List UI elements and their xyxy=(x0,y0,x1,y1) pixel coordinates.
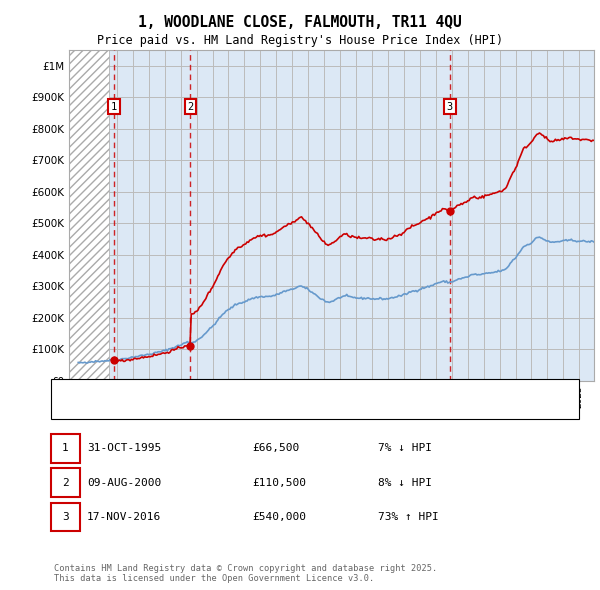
Text: Price paid vs. HM Land Registry's House Price Index (HPI): Price paid vs. HM Land Registry's House … xyxy=(97,34,503,47)
Text: Contains HM Land Registry data © Crown copyright and database right 2025.
This d: Contains HM Land Registry data © Crown c… xyxy=(54,563,437,583)
Text: 8% ↓ HPI: 8% ↓ HPI xyxy=(378,478,432,487)
Text: 1: 1 xyxy=(111,102,118,112)
Text: 31-OCT-1995: 31-OCT-1995 xyxy=(87,444,161,453)
Text: £110,500: £110,500 xyxy=(252,478,306,487)
Text: 17-NOV-2016: 17-NOV-2016 xyxy=(87,512,161,522)
Text: 1, WOODLANE CLOSE, FALMOUTH, TR11 4QU: 1, WOODLANE CLOSE, FALMOUTH, TR11 4QU xyxy=(138,15,462,30)
Text: 1, WOODLANE CLOSE, FALMOUTH, TR11 4QU (detached house): 1, WOODLANE CLOSE, FALMOUTH, TR11 4QU (d… xyxy=(81,386,419,396)
Text: £66,500: £66,500 xyxy=(252,444,299,453)
Text: £540,000: £540,000 xyxy=(252,512,306,522)
Text: 2: 2 xyxy=(187,102,193,112)
Text: HPI: Average price, detached house, Cornwall: HPI: Average price, detached house, Corn… xyxy=(81,402,356,412)
Text: 3: 3 xyxy=(446,102,453,112)
Bar xyxy=(69,50,109,381)
Text: 7% ↓ HPI: 7% ↓ HPI xyxy=(378,444,432,453)
Text: 2: 2 xyxy=(62,478,69,487)
Text: 09-AUG-2000: 09-AUG-2000 xyxy=(87,478,161,487)
Text: 1: 1 xyxy=(62,444,69,453)
Text: 3: 3 xyxy=(62,512,69,522)
Text: 73% ↑ HPI: 73% ↑ HPI xyxy=(378,512,439,522)
